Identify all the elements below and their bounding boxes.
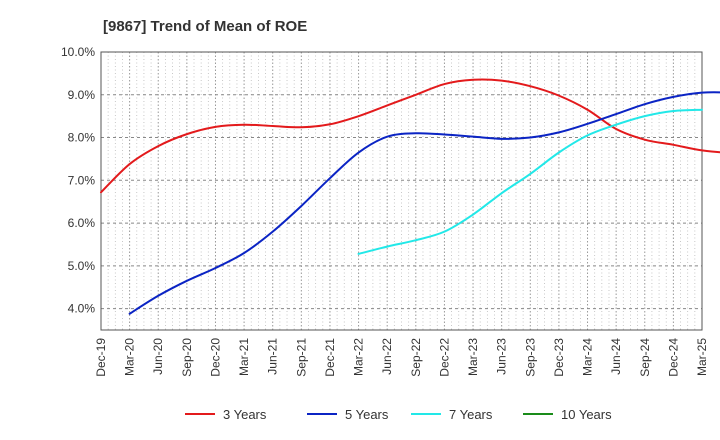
grid — [100, 51, 703, 330]
series-line — [357, 108, 703, 255]
x-tick-label: Jun-20 — [151, 338, 165, 375]
x-tick-label: Sep-24 — [638, 338, 652, 377]
legend: 3 Years 5 Years 7 Years 10 Years — [185, 407, 612, 422]
y-tick-label: 10.0% — [61, 45, 95, 59]
x-tick-label: Jun-22 — [380, 338, 394, 375]
y-tick-label: 9.0% — [68, 88, 96, 102]
y-tick-label: 6.0% — [68, 216, 96, 230]
y-tick-label: 7.0% — [68, 173, 96, 187]
axes: 4.0% 5.0% 6.0% 7.0% 8.0% 9.0% 10.0% Dec-19 Mar-2… — [61, 45, 709, 377]
x-tick-label: Jun-23 — [495, 338, 509, 375]
x-tick-label: Dec-24 — [666, 338, 680, 377]
legend-label: 5 Years — [345, 407, 389, 422]
x-tick-label: Sep-22 — [409, 338, 423, 377]
x-tick-label: Mar-20 — [123, 338, 137, 376]
y-tick-label: 5.0% — [68, 259, 96, 273]
x-tick-label: Sep-23 — [523, 338, 537, 377]
x-tick-label: Sep-20 — [180, 338, 194, 377]
x-tick-label: Mar-23 — [466, 338, 480, 376]
x-tick-label: Mar-22 — [352, 338, 366, 376]
x-tick-label: Mar-24 — [581, 338, 595, 376]
x-tick-label: Dec-19 — [94, 338, 108, 377]
x-tick-label: Dec-21 — [323, 338, 337, 377]
series-lines — [100, 78, 720, 315]
series-line — [100, 78, 720, 194]
x-tick-label: Mar-25 — [695, 338, 709, 376]
chart-title: [9867] Trend of Mean of ROE — [103, 18, 307, 35]
y-tick-label: 4.0% — [68, 302, 96, 316]
x-tick-label: Dec-20 — [208, 338, 222, 377]
plot-frame — [100, 51, 703, 331]
x-tick-label: Dec-23 — [552, 338, 566, 377]
legend-label: 3 Years — [223, 407, 267, 422]
x-tick-label: Sep-21 — [294, 338, 308, 377]
legend-label: 7 Years — [449, 407, 493, 422]
legend-label: 10 Years — [561, 407, 612, 422]
x-tick-label: Jun-21 — [266, 338, 280, 375]
x-tick-label: Mar-21 — [237, 338, 251, 376]
series-line — [128, 91, 720, 315]
x-tick-label: Jun-24 — [609, 338, 623, 375]
y-tick-label: 8.0% — [68, 131, 96, 145]
x-tick-label: Dec-22 — [437, 338, 451, 377]
